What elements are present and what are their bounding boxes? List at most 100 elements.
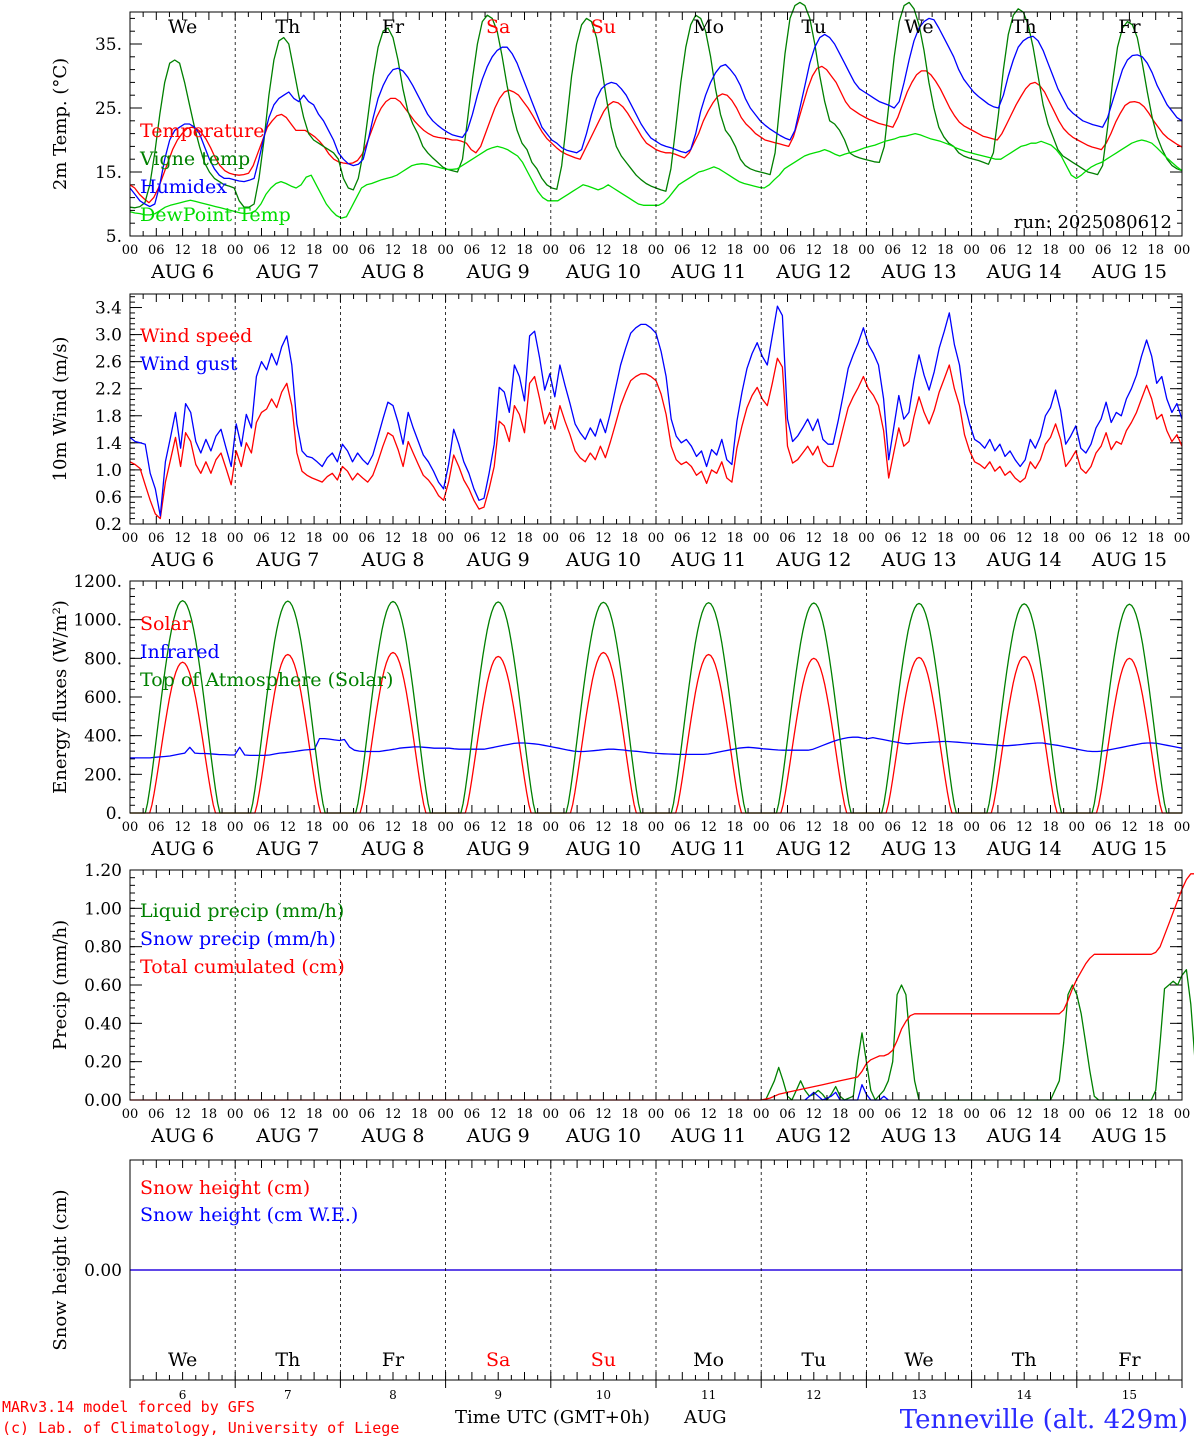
hour-tick-label: 18 (727, 531, 744, 546)
hour-tick-label: 12 (806, 531, 823, 546)
hour-tick-label: 00 (227, 243, 244, 258)
hour-tick-label: 12 (595, 531, 612, 546)
hour-tick-label: 12 (806, 820, 823, 835)
hour-tick-label: 00 (227, 1107, 244, 1122)
hour-tick-label: 18 (1042, 243, 1059, 258)
hour-tick-label: 12 (280, 243, 297, 258)
weekday-label: Th (1012, 16, 1037, 38)
hour-tick-label: 18 (832, 531, 849, 546)
hour-tick-label: 18 (621, 243, 638, 258)
hour-tick-label: 06 (779, 531, 796, 546)
hour-tick-label: 06 (884, 243, 901, 258)
y-tick-label: 15. (95, 163, 122, 183)
hour-tick-label: 18 (621, 1107, 638, 1122)
legend-entry: Vigne temp (139, 148, 250, 170)
day-label: AUG 8 (360, 838, 424, 860)
weekday-label: Fr (1118, 1349, 1141, 1371)
weekday-label: Sa (486, 16, 510, 38)
month-label: AUG (683, 1407, 727, 1428)
day-label: AUG 7 (255, 549, 319, 571)
hour-tick-label: 06 (1095, 820, 1112, 835)
legend-entry: Total cumulated (cm) (140, 956, 345, 978)
y-tick-label: 1.00 (84, 899, 122, 919)
xaxis-title: Time UTC (GMT+0h) (455, 1407, 650, 1428)
hour-tick-label: 12 (1016, 820, 1033, 835)
hour-tick-label: 00 (753, 820, 770, 835)
hour-tick-label: 00 (858, 243, 875, 258)
hour-tick-label: 00 (332, 531, 349, 546)
hour-tick-label: 12 (280, 1107, 297, 1122)
location-title: Tenneville (alt. 429m) (900, 1405, 1188, 1435)
legend-entry: Temperature (140, 120, 264, 142)
y-tick-label: 200. (84, 765, 122, 785)
hour-tick-label: 12 (700, 243, 717, 258)
hour-tick-label: 12 (700, 820, 717, 835)
hour-tick-label: 00 (332, 1107, 349, 1122)
hour-tick-label: 12 (595, 820, 612, 835)
hour-tick-label: 18 (516, 243, 533, 258)
series-line-humidex (129, 17, 1183, 208)
y-tick-label: 1.8 (95, 407, 122, 427)
hour-tick-label: 12 (280, 531, 297, 546)
day-label: AUG 13 (880, 1125, 956, 1147)
day-label: AUG 15 (1091, 838, 1167, 860)
weekday-label: Mo (693, 1349, 724, 1371)
day-label: AUG 7 (255, 838, 319, 860)
legend-entry: Liquid precip (mm/h) (140, 900, 344, 922)
hour-tick-label: 18 (411, 1107, 428, 1122)
hour-tick-label: 00 (648, 1107, 665, 1122)
hour-tick-label: 06 (779, 243, 796, 258)
day-label: AUG 6 (150, 838, 214, 860)
hour-tick-label: 06 (253, 1107, 270, 1122)
hour-tick-label: 12 (490, 243, 507, 258)
hour-tick-label: 06 (674, 1107, 691, 1122)
hour-tick-label: 00 (122, 531, 139, 546)
y-tick-label: 25. (95, 99, 122, 119)
series-line-total-cumulated-cm (130, 873, 1194, 1101)
legend-entry: Wind gust (140, 353, 238, 375)
hour-tick-label: 00 (1174, 1107, 1191, 1122)
hour-tick-label: 00 (1069, 820, 1086, 835)
y-tick-label: 1200. (73, 572, 122, 592)
hour-tick-label: 06 (884, 531, 901, 546)
weekday-label: Mo (693, 16, 724, 38)
hour-tick-label: 00 (332, 820, 349, 835)
hour-tick-label: 18 (1042, 531, 1059, 546)
hour-tick-label: 18 (937, 531, 954, 546)
day-label: AUG 12 (775, 261, 851, 283)
day-label: AUG 8 (360, 1125, 424, 1147)
hour-tick-label: 12 (174, 243, 191, 258)
hour-tick-label: 06 (148, 243, 165, 258)
hour-tick-label: 00 (437, 1107, 454, 1122)
day-label: AUG 14 (986, 549, 1062, 571)
hour-tick-label: 06 (569, 820, 586, 835)
y-tick-label: 3.0 (95, 326, 122, 346)
day-number-label: 8 (389, 1388, 397, 1402)
hour-tick-label: 12 (1121, 243, 1138, 258)
hour-tick-label: 12 (911, 820, 928, 835)
hour-tick-label: 18 (937, 1107, 954, 1122)
day-label: AUG 8 (360, 549, 424, 571)
panel-1: 5. 15. 25. 35. 2m Temp. (°C) Temperature Vigne… (50, 1, 1190, 283)
y-tick-label: 0.00 (84, 1261, 122, 1281)
y-tick-label: 400. (84, 727, 122, 747)
hour-tick-label: 12 (911, 1107, 928, 1122)
run-label: run: 2025080612 (1014, 212, 1172, 233)
hour-tick-label: 18 (727, 1107, 744, 1122)
day-number-label: 6 (179, 1388, 187, 1402)
hour-tick-label: 00 (1069, 243, 1086, 258)
day-number-label: 15 (1122, 1388, 1137, 1402)
y-tick-label: 0.2 (95, 515, 122, 535)
hour-tick-label: 00 (858, 531, 875, 546)
day-label: AUG 6 (150, 261, 214, 283)
hour-tick-label: 18 (621, 531, 638, 546)
hour-tick-label: 00 (753, 1107, 770, 1122)
hour-tick-label: 06 (674, 820, 691, 835)
hour-tick-label: 18 (306, 1107, 323, 1122)
day-number-label: 7 (284, 1388, 292, 1402)
hour-tick-label: 06 (1095, 531, 1112, 546)
day-label: AUG 9 (466, 1125, 530, 1147)
hour-tick-label: 06 (1095, 1107, 1112, 1122)
hour-tick-label: 12 (911, 531, 928, 546)
hour-tick-label: 12 (911, 243, 928, 258)
